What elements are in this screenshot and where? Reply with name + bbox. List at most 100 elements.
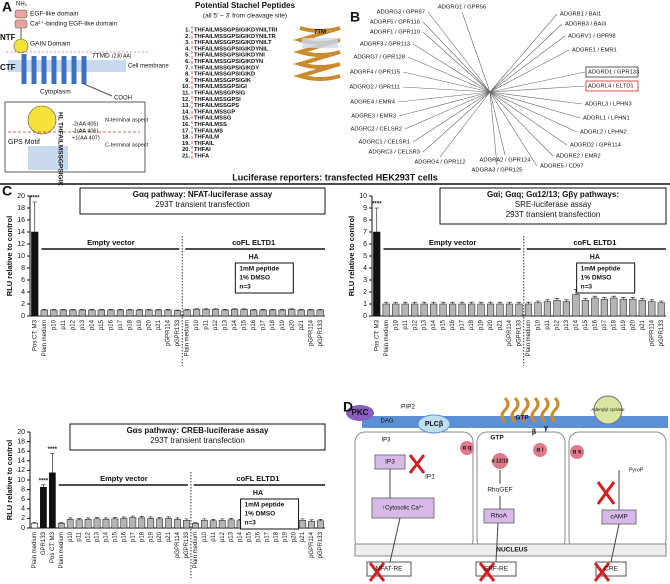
x-tick-label: p10 xyxy=(536,319,542,330)
peptide-seq: THFAILMSSGPSIGIKDYNILTRI xyxy=(194,28,278,34)
x-tick-label: p20 xyxy=(291,531,297,542)
y-axis-label: RLU relative to control xyxy=(5,440,14,520)
bar xyxy=(129,517,137,529)
bar xyxy=(382,303,390,317)
tree-branch xyxy=(489,91,554,157)
y-tick-label: 2 xyxy=(363,289,367,296)
group-label: coFL ELTD1 xyxy=(236,474,279,483)
x-tick-label: pGPR133 xyxy=(175,319,181,346)
x-tick-label: p17 xyxy=(261,319,267,330)
y-tick-label: 8 xyxy=(363,217,367,224)
error-bar xyxy=(51,309,57,310)
bar xyxy=(610,297,618,317)
tree-leaf: ADGRE3 / EMR3 xyxy=(351,114,396,120)
x-tick-label: p13 xyxy=(223,319,229,330)
peptide-num: 5. xyxy=(185,53,190,59)
panel-d-shapes xyxy=(346,395,668,582)
bar xyxy=(581,300,589,317)
y-axis-label: RLU relative to control xyxy=(5,216,14,296)
peptide-num: 11. xyxy=(182,91,190,97)
error-bar xyxy=(127,309,133,310)
tm-label: 7TM xyxy=(314,30,326,36)
error-bar xyxy=(61,309,66,310)
bar xyxy=(411,303,419,317)
pathway-label: SRF-RE xyxy=(484,566,509,573)
panel-label: A xyxy=(2,0,12,15)
chart-title: Gαq pathway: NFAT-luciferase assay xyxy=(133,190,273,199)
bar xyxy=(93,518,101,529)
y-tick-label: 4 xyxy=(21,506,25,513)
x-tick-label: p19 xyxy=(137,319,143,330)
bar xyxy=(50,309,58,317)
peptide-seq: THFAILMSSGPS xyxy=(194,103,239,109)
tree-leaf: ADGRL1 / LPHN1 xyxy=(583,116,630,122)
tree-branch xyxy=(489,71,586,93)
x-tick-label: p14 xyxy=(431,319,437,330)
pathway-label: RhoGEF xyxy=(487,487,512,494)
error-bar xyxy=(89,309,95,310)
x-tick-label: p10 xyxy=(194,319,200,330)
tree-branch xyxy=(407,56,491,93)
x-tick-label: pGPR114 xyxy=(166,319,172,346)
error-bar xyxy=(384,301,389,304)
y-tick-label: 0 xyxy=(363,313,367,320)
note-line: n=3 xyxy=(239,284,251,291)
tree-leaf: ADGRF1 / GPR110 xyxy=(370,30,420,36)
bar xyxy=(84,519,92,529)
tree-leaf: ADGRE1 / EMR1 xyxy=(572,48,617,54)
bar xyxy=(48,472,56,529)
panel-label: B xyxy=(350,9,360,25)
peptide-num: 21. xyxy=(182,154,190,160)
x-tick-label: p19 xyxy=(621,319,627,330)
x-tick-label: p11 xyxy=(61,319,67,329)
x-tick-label: Plain medium xyxy=(32,532,38,568)
peptide-num: 13. xyxy=(182,103,190,109)
x-tick-label: p11 xyxy=(77,531,83,541)
tree-leaf: ADGRE4 / EMR4 xyxy=(350,100,396,106)
bar xyxy=(486,303,495,317)
error-bar xyxy=(118,309,123,310)
y-tick-label: 4 xyxy=(21,289,25,296)
bar xyxy=(288,309,296,317)
pathway-label: α q xyxy=(462,446,471,452)
x-tick-label: p14 xyxy=(104,531,110,542)
error-bar xyxy=(148,516,153,519)
x-tick-label: p21 xyxy=(166,531,172,542)
group-label: Empty vector xyxy=(429,238,477,247)
ca-egf-domain xyxy=(14,19,28,29)
ha-label: HA xyxy=(249,254,259,261)
error-bar xyxy=(68,517,73,520)
tree-leaf: ADGRE5 / CD97 xyxy=(540,164,584,170)
x-tick-label: p21 xyxy=(640,319,646,330)
chart-title: Gαi; Gαq; Gα12/13; Gβγ pathways: xyxy=(487,190,619,199)
error-bar xyxy=(121,516,126,519)
x-tick-label: p11 xyxy=(403,319,409,329)
error-bar xyxy=(165,309,171,310)
tree-branch xyxy=(489,85,586,93)
bar xyxy=(278,309,286,317)
tree-branch xyxy=(489,91,538,167)
figure-title: Luciferase reporters: transfected HEK293… xyxy=(232,172,438,182)
bar xyxy=(259,309,267,317)
x-tick-label: p15 xyxy=(247,531,253,542)
bar xyxy=(31,522,38,529)
tree-leaf: ADGRL4 / ELTD1 xyxy=(588,84,634,90)
tree-leaf: ADGRG3 / GPR97 xyxy=(377,10,425,16)
pathway-label: DAG xyxy=(380,419,393,425)
bar xyxy=(111,518,119,529)
x-tick-label: pGPR114 xyxy=(309,531,315,558)
bar xyxy=(553,300,561,317)
group-label: Empty vector xyxy=(100,474,148,483)
tree-branch xyxy=(422,91,491,153)
note-line: 1mM peptide xyxy=(581,266,621,273)
tree-leaf: ADGRV1 / GPR98 xyxy=(568,34,616,40)
error-bar xyxy=(175,517,180,520)
error-bar xyxy=(222,309,228,310)
error-bar xyxy=(318,309,323,310)
error-bar xyxy=(289,308,294,310)
y-tick-label: 16 xyxy=(17,448,25,455)
bar xyxy=(430,303,438,317)
peptide-seq: THFAILMSSGPSIG xyxy=(194,91,246,97)
y-tick-label: 9 xyxy=(363,205,367,212)
n-aspect: N-terminal aspect xyxy=(105,117,149,123)
